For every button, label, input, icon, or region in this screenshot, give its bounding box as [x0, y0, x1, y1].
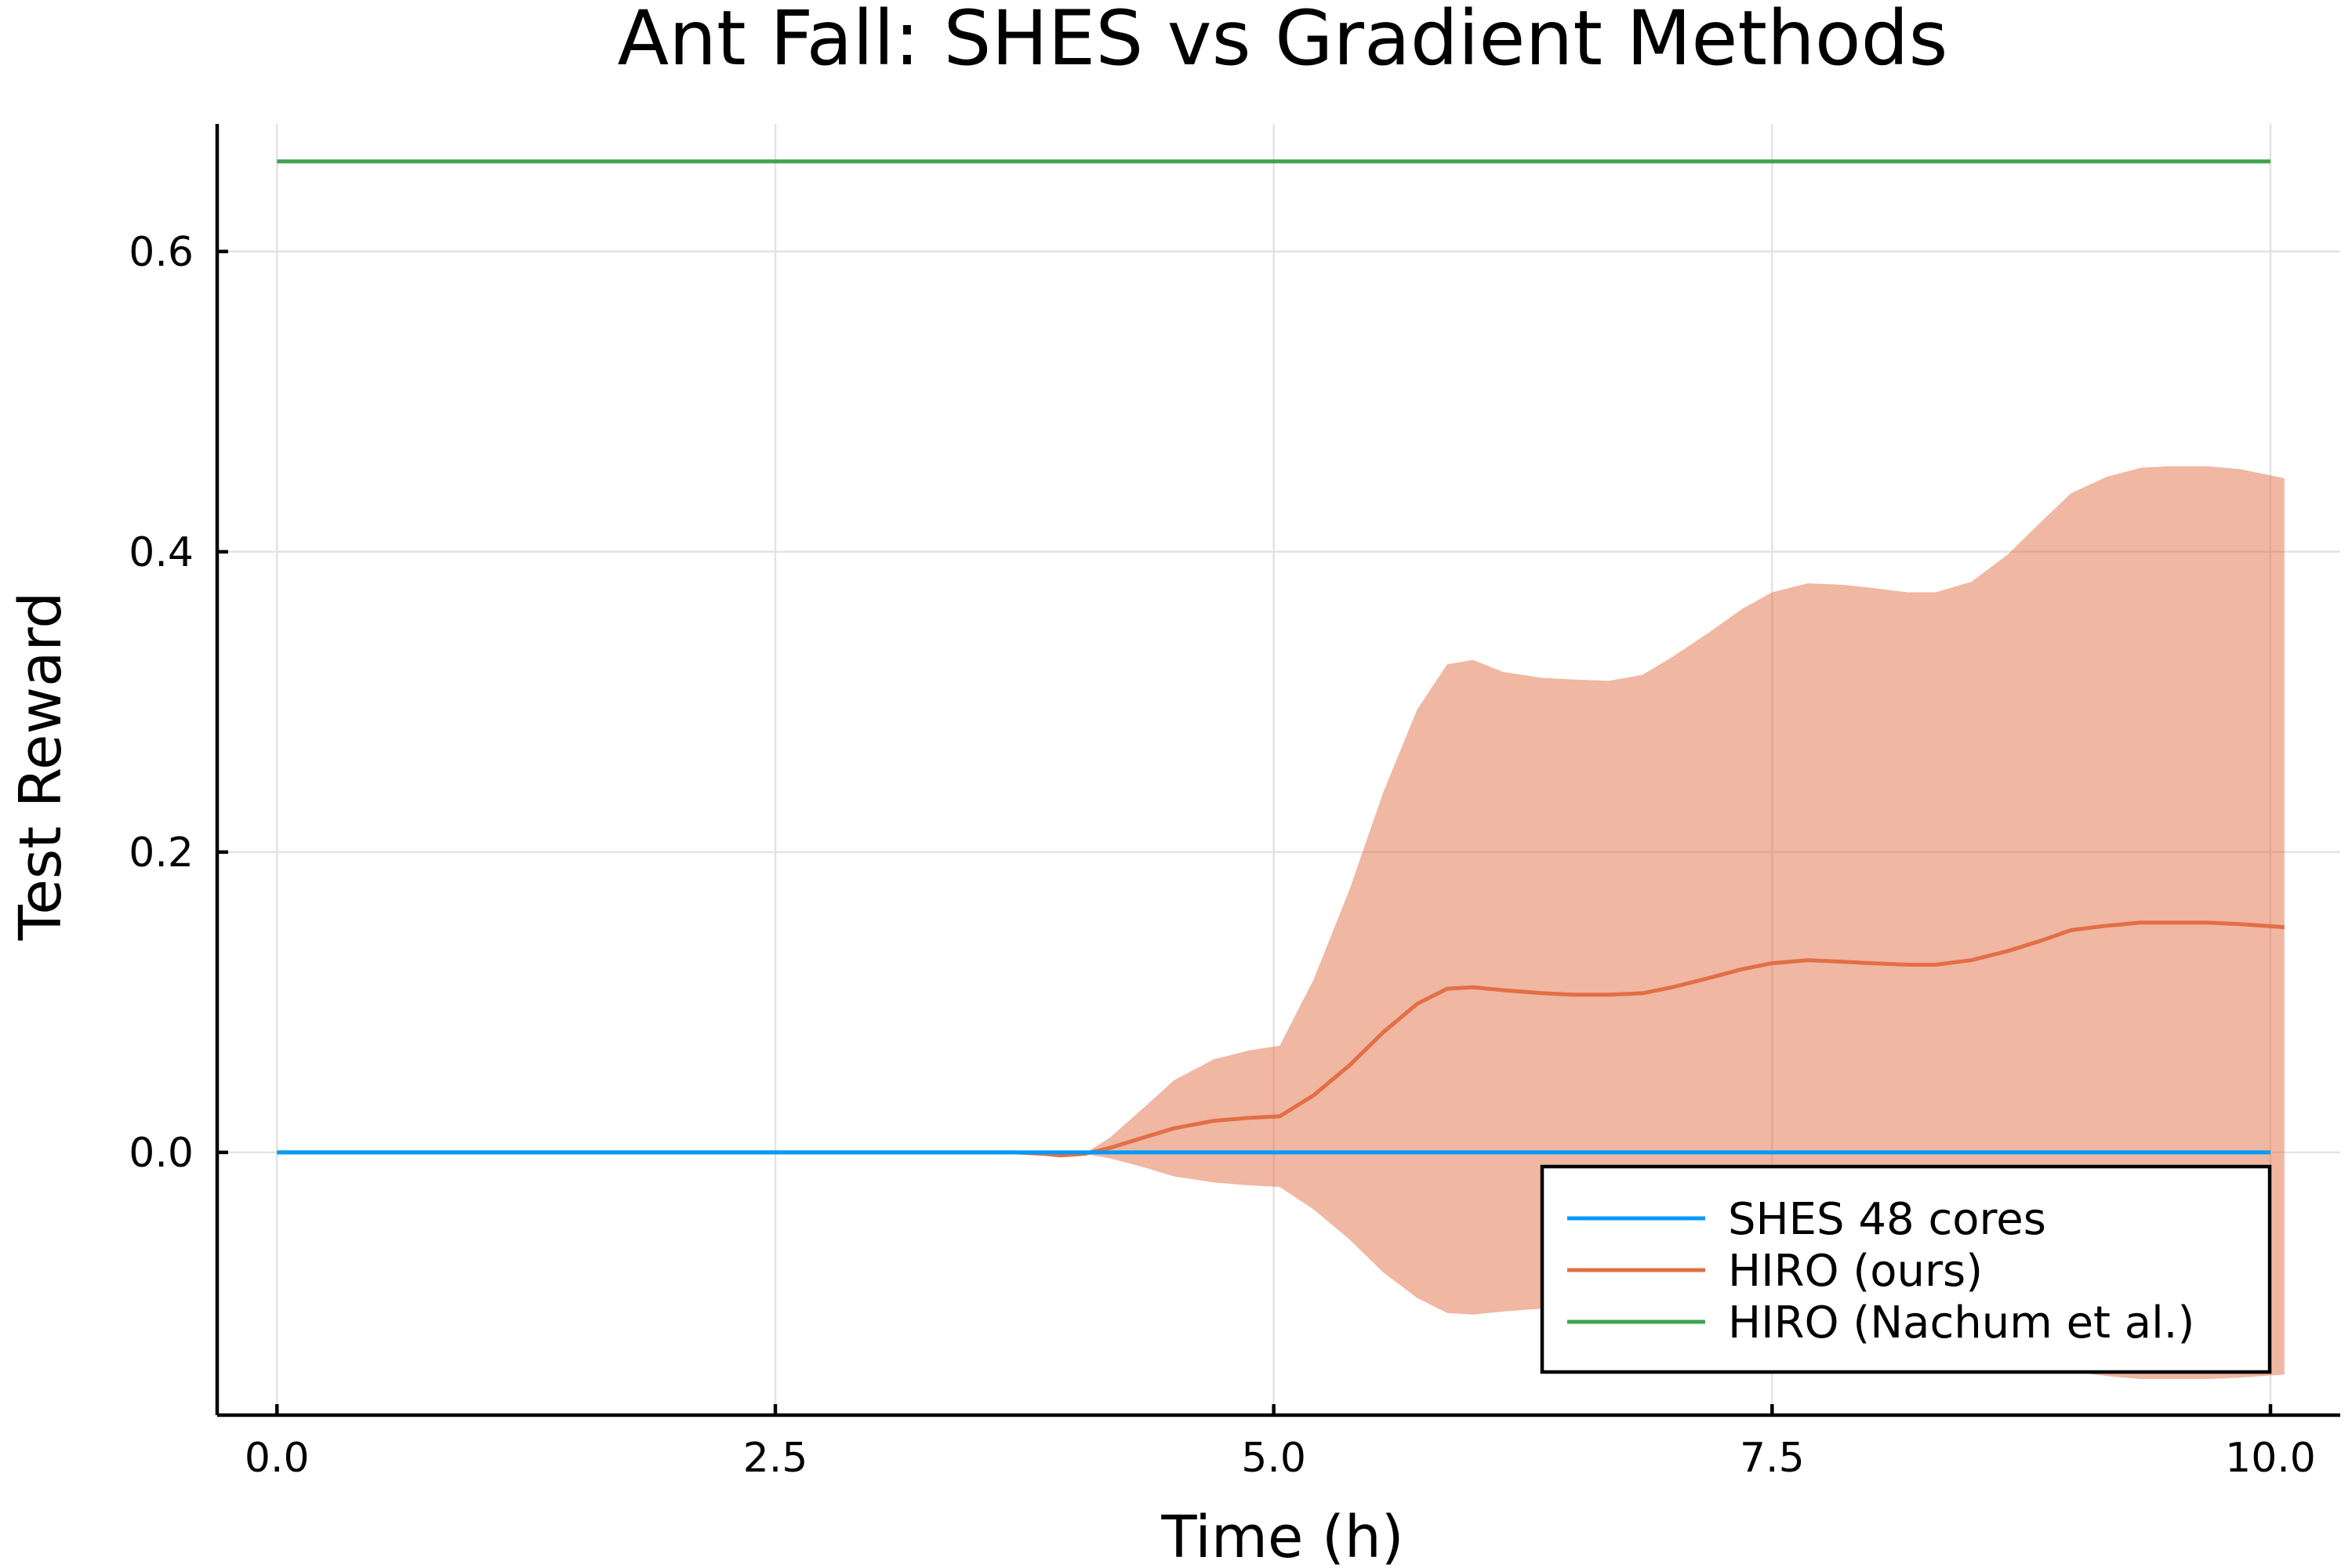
y-tick-label-3: 0.6 — [129, 229, 194, 276]
series-lines — [277, 159, 2285, 1158]
x-tick-label-2: 5.0 — [1241, 1435, 1306, 1482]
series-line-1 — [277, 920, 2285, 1158]
x-tick-label-3: 7.5 — [1740, 1435, 1805, 1482]
x-tick-label-0: 0.0 — [245, 1435, 310, 1482]
y-tick-label-1: 0.2 — [129, 829, 194, 877]
y-axis-label: Test Reward — [7, 592, 74, 942]
tick-labels: 0.0 2.5 5.0 7.5 10.0 0.0 0.2 0.4 0.6 — [129, 229, 2316, 1482]
legend-label-2: HIRO (Nachum et al.) — [1728, 1298, 2194, 1348]
chart-title: Ant Fall: SHES vs Gradient Methods — [617, 0, 1947, 82]
y-tick-label-0: 0.0 — [129, 1130, 194, 1177]
axes — [215, 124, 2340, 1417]
x-tick-label-1: 2.5 — [743, 1435, 808, 1482]
legend-label-1: HIRO (ours) — [1728, 1246, 1983, 1297]
x-tick-label-4: 10.0 — [2225, 1435, 2316, 1482]
x-axis-label: Time (h) — [1160, 1504, 1403, 1568]
y-tick-label-2: 0.4 — [129, 529, 194, 576]
legend-label-0: SHES 48 cores — [1728, 1194, 2046, 1245]
